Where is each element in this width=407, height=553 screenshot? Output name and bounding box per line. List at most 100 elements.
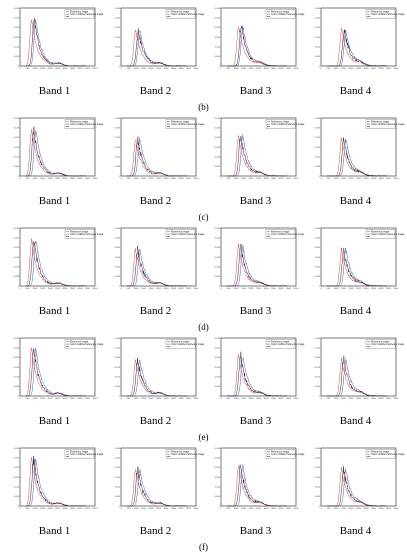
x-tick-label: 2500 <box>256 508 262 510</box>
y-tick-label: 0.020 <box>315 467 321 469</box>
plot-frame <box>19 117 96 177</box>
y-tick-label: 0.015 <box>14 257 20 259</box>
x-tick-label: 3000 <box>264 178 270 180</box>
y-tick-label: 0.015 <box>115 367 121 369</box>
plot-frame <box>320 227 397 287</box>
x-tick-label: 0 <box>220 288 222 290</box>
y-tick-label: 0.030 <box>215 228 221 230</box>
y-tick-label: 0.020 <box>315 357 321 359</box>
x-tick-label: 1000 <box>334 508 340 510</box>
legend-entry: Reference image <box>271 340 290 343</box>
histogram-panel: 0 500 1000 1500 2000 2500 3000 3500 4000 4500 5000… <box>215 227 305 290</box>
plot-frame <box>220 447 297 507</box>
x-tick-label: 3500 <box>371 508 377 510</box>
y-tick-label: 0 <box>119 286 121 288</box>
color-modified-line <box>226 463 287 507</box>
legend-entry: Color modified reference image <box>371 123 405 126</box>
y-tick-label: 0.005 <box>215 56 221 58</box>
x-tick-label: 2500 <box>356 288 362 290</box>
x-tick-label: 5000 <box>93 398 99 400</box>
x-tick-label: 1500 <box>241 508 247 510</box>
y-tick-label: 0.005 <box>115 496 121 498</box>
y-tick-label: 0.030 <box>115 448 121 450</box>
reference-line <box>326 357 388 397</box>
y-tick-label: 0.030 <box>14 8 20 10</box>
x-tick-label: 1500 <box>141 178 147 180</box>
y-tick-label: 0.015 <box>115 147 121 149</box>
histogram-panel: 0 500 1000 1500 2000 2500 3000 3500 4000 4500 5000… <box>14 337 104 400</box>
x-tick-label: 3500 <box>70 288 76 290</box>
method-line <box>226 135 288 177</box>
x-tick-label: 3500 <box>271 178 277 180</box>
y-tick-label: 0.025 <box>315 347 321 349</box>
x-tick-label: 500 <box>26 508 30 510</box>
band-label: Band 4 <box>339 525 372 537</box>
y-tick-label: 0.005 <box>215 166 221 168</box>
x-tick-label: 5000 <box>194 68 200 70</box>
legend-box <box>265 449 296 459</box>
y-tick-label: 0.010 <box>315 156 321 158</box>
band-label: Band 4 <box>339 305 372 317</box>
x-tick-label: 500 <box>327 288 331 290</box>
color-modified-line <box>326 247 388 287</box>
band-label: Band 2 <box>139 415 172 427</box>
x-tick-label: 3000 <box>164 288 170 290</box>
x-tick-label: 4000 <box>279 288 285 290</box>
y-tick-label: 0.025 <box>115 17 121 19</box>
x-tick-label: 2500 <box>256 68 262 70</box>
band-label: Band 1 <box>38 415 71 427</box>
x-tick-label: 4000 <box>78 288 84 290</box>
color-modified-line <box>25 347 87 397</box>
y-tick-label: 0.005 <box>215 386 221 388</box>
x-tick-label: 4500 <box>85 508 91 510</box>
y-tick-label: 0 <box>219 286 221 288</box>
x-tick-label: 500 <box>227 508 231 510</box>
y-tick-label: 0.030 <box>315 118 321 120</box>
x-tick-label: 1500 <box>341 68 347 70</box>
plot-frame <box>220 117 297 177</box>
band-label: Band 2 <box>139 525 172 537</box>
y-tick-label: 0.005 <box>14 276 20 278</box>
y-tick-label: 0.015 <box>315 367 321 369</box>
x-tick-label: 1500 <box>40 508 46 510</box>
y-tick-label: 0.025 <box>115 457 121 459</box>
x-tick-label: 3000 <box>264 508 270 510</box>
y-tick-label: 0.015 <box>14 37 20 39</box>
y-tick-label: 0 <box>18 176 20 178</box>
y-tick-label: 0.005 <box>315 496 321 498</box>
y-tick-label: 0.020 <box>14 27 20 29</box>
x-tick-label: 4000 <box>179 398 185 400</box>
y-tick-label: 0.010 <box>14 46 20 48</box>
plot-frame <box>120 117 197 177</box>
y-tick-label: 0.010 <box>115 156 121 158</box>
color-modified-line <box>26 130 87 177</box>
band-label: Band 3 <box>239 415 272 427</box>
y-tick-label: 0.005 <box>315 56 321 58</box>
x-tick-label: 1500 <box>141 288 147 290</box>
x-tick-label: 1500 <box>40 398 46 400</box>
x-tick-label: 1500 <box>341 508 347 510</box>
x-tick-label: 2500 <box>356 508 362 510</box>
plot-frame <box>19 337 96 397</box>
x-tick-label: 1000 <box>134 288 140 290</box>
y-tick-label: 0 <box>319 396 321 398</box>
x-tick-label: 2000 <box>149 398 155 400</box>
legend-box <box>165 229 196 239</box>
legend-box <box>365 229 396 239</box>
histogram-panel: 0 500 1000 1500 2000 2500 3000 3500 4000 4500 5000… <box>215 337 305 400</box>
y-tick-label: 0.005 <box>315 166 321 168</box>
x-tick-label: 1500 <box>241 178 247 180</box>
y-tick-label: 0.030 <box>14 228 20 230</box>
histogram-panel: 0 500 1000 1500 2000 2500 3000 3500 4000 4500 5000… <box>215 7 305 70</box>
x-tick-label: 1000 <box>33 288 39 290</box>
y-tick-label: 0.005 <box>315 276 321 278</box>
x-tick-label: 4000 <box>279 178 285 180</box>
histogram-panel: 0 500 1000 1500 2000 2500 3000 3500 4000 4500 5000… <box>215 447 305 510</box>
legend-entry: Color modified reference image <box>70 123 104 126</box>
legend-entry: Color modified reference image <box>271 123 305 126</box>
x-tick-label: 4500 <box>286 68 292 70</box>
